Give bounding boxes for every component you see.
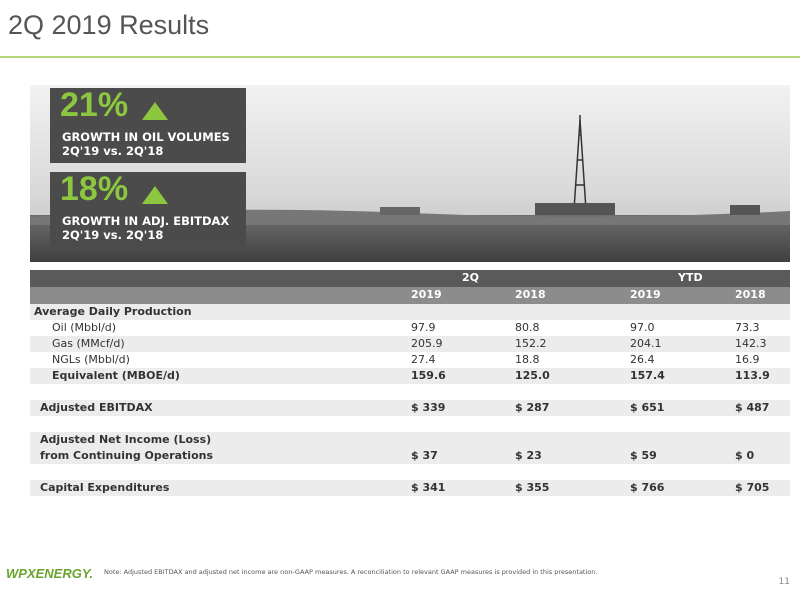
cell-value: 27.4 bbox=[411, 353, 436, 366]
callout-text: GROWTH IN OIL VOLUMES 2Q'19 vs. 2Q'18 bbox=[62, 130, 230, 158]
results-table: 2Q YTD 2019 2018 2019 2018 Average Daily Produ… bbox=[30, 270, 790, 496]
cell-value: 205.9 bbox=[411, 337, 443, 350]
callout-period: 2Q'19 vs. 2Q'18 bbox=[62, 144, 164, 158]
table-row: Equivalent (MBOE/d) 159.6 125.0 157.4 113.9 bbox=[30, 368, 790, 384]
callout-box: 21% GROWTH IN OIL VOLUMES 2Q'19 vs. 2Q'18 bbox=[50, 86, 246, 163]
callout-percent: 18% bbox=[60, 170, 129, 208]
row-label: Adjusted Net Income (Loss) bbox=[40, 433, 212, 446]
cell-value: 18.8 bbox=[515, 353, 540, 366]
cell-value: $ 339 bbox=[411, 401, 446, 414]
row-label: Capital Expenditures bbox=[40, 481, 170, 494]
row-label: from Continuing Operations bbox=[40, 449, 214, 462]
spacer-row bbox=[30, 416, 790, 432]
cell-value: $ 0 bbox=[735, 449, 755, 462]
table-row: Oil (Mbbl/d) 97.9 80.8 97.0 73.3 bbox=[30, 320, 790, 336]
row-label: Oil (Mbbl/d) bbox=[52, 321, 117, 334]
cell-value: 80.8 bbox=[515, 321, 540, 334]
cell-value: 125.0 bbox=[515, 369, 550, 382]
cell-value: 26.4 bbox=[630, 353, 655, 366]
cell-value: 97.0 bbox=[630, 321, 655, 334]
column-header: 2019 bbox=[411, 288, 442, 301]
spacer-row bbox=[30, 384, 790, 400]
cell-value: $ 766 bbox=[630, 481, 665, 494]
cell-value: 113.9 bbox=[735, 369, 770, 382]
callout-label: GROWTH IN OIL VOLUMES bbox=[62, 130, 230, 144]
table-row: Average Daily Production bbox=[30, 304, 790, 320]
cell-value: $ 59 bbox=[630, 449, 657, 462]
table-row: NGLs (Mbbl/d) 27.4 18.8 26.4 16.9 bbox=[30, 352, 790, 368]
cell-value: 97.9 bbox=[411, 321, 436, 334]
cell-value: $ 355 bbox=[515, 481, 550, 494]
cell-value: 159.6 bbox=[411, 369, 446, 382]
cell-value: 157.4 bbox=[630, 369, 665, 382]
callout-percent: 21% bbox=[60, 86, 129, 124]
table-row: Gas (MMcf/d) 205.9 152.2 204.1 142.3 bbox=[30, 336, 790, 352]
cell-value: 16.9 bbox=[735, 353, 760, 366]
column-header: 2018 bbox=[735, 288, 766, 301]
callout-label: GROWTH IN ADJ. EBITDAX bbox=[62, 214, 230, 228]
cell-value: $ 23 bbox=[515, 449, 542, 462]
table-row: Adjusted Net Income (Loss) from Continuin… bbox=[30, 432, 790, 464]
row-label: Adjusted EBITDAX bbox=[40, 401, 153, 414]
group-header: YTD bbox=[678, 271, 703, 284]
page-number: 11 bbox=[778, 577, 790, 587]
callout-period: 2Q'19 vs. 2Q'18 bbox=[62, 228, 164, 242]
cell-value: $ 287 bbox=[515, 401, 550, 414]
group-header: 2Q bbox=[462, 271, 480, 284]
cell-value: 152.2 bbox=[515, 337, 547, 350]
cell-value: $ 487 bbox=[735, 401, 770, 414]
row-label: Equivalent (MBOE/d) bbox=[52, 369, 180, 382]
cell-value: $ 341 bbox=[411, 481, 446, 494]
callout-box: 18% GROWTH IN ADJ. EBITDAX 2Q'19 vs. 2Q'18 bbox=[50, 170, 246, 247]
cell-value: 73.3 bbox=[735, 321, 760, 334]
table-row: Adjusted EBITDAX $ 339 $ 287 $ 651 $ 487 bbox=[30, 400, 790, 416]
column-header-row: 2019 2018 2019 2018 bbox=[30, 287, 790, 304]
company-logo: WPXENERGY. bbox=[6, 566, 93, 581]
cell-value: 204.1 bbox=[630, 337, 662, 350]
up-arrow bbox=[142, 102, 168, 120]
cell-value: $ 651 bbox=[630, 401, 665, 414]
cell-value: $ 705 bbox=[735, 481, 770, 494]
cell-value: $ 37 bbox=[411, 449, 438, 462]
row-label: Average Daily Production bbox=[34, 305, 192, 318]
up-arrow bbox=[142, 186, 168, 204]
callout-text: GROWTH IN ADJ. EBITDAX 2Q'19 vs. 2Q'18 bbox=[62, 214, 229, 242]
spacer-row bbox=[30, 464, 790, 480]
slide-title: 2Q 2019 Results bbox=[8, 10, 210, 40]
group-header-row: 2Q YTD bbox=[30, 270, 790, 287]
table-row: Capital Expenditures $ 341 $ 355 $ 766 $ 705 bbox=[30, 480, 790, 496]
row-label: NGLs (Mbbl/d) bbox=[52, 353, 130, 366]
row-label: Gas (MMcf/d) bbox=[52, 337, 125, 350]
column-header: 2018 bbox=[515, 288, 546, 301]
cell-value: 142.3 bbox=[735, 337, 767, 350]
column-header: 2019 bbox=[630, 288, 661, 301]
title-rule bbox=[0, 56, 800, 58]
footnote: Note: Adjusted EBITDAX and adjusted net … bbox=[104, 568, 598, 576]
